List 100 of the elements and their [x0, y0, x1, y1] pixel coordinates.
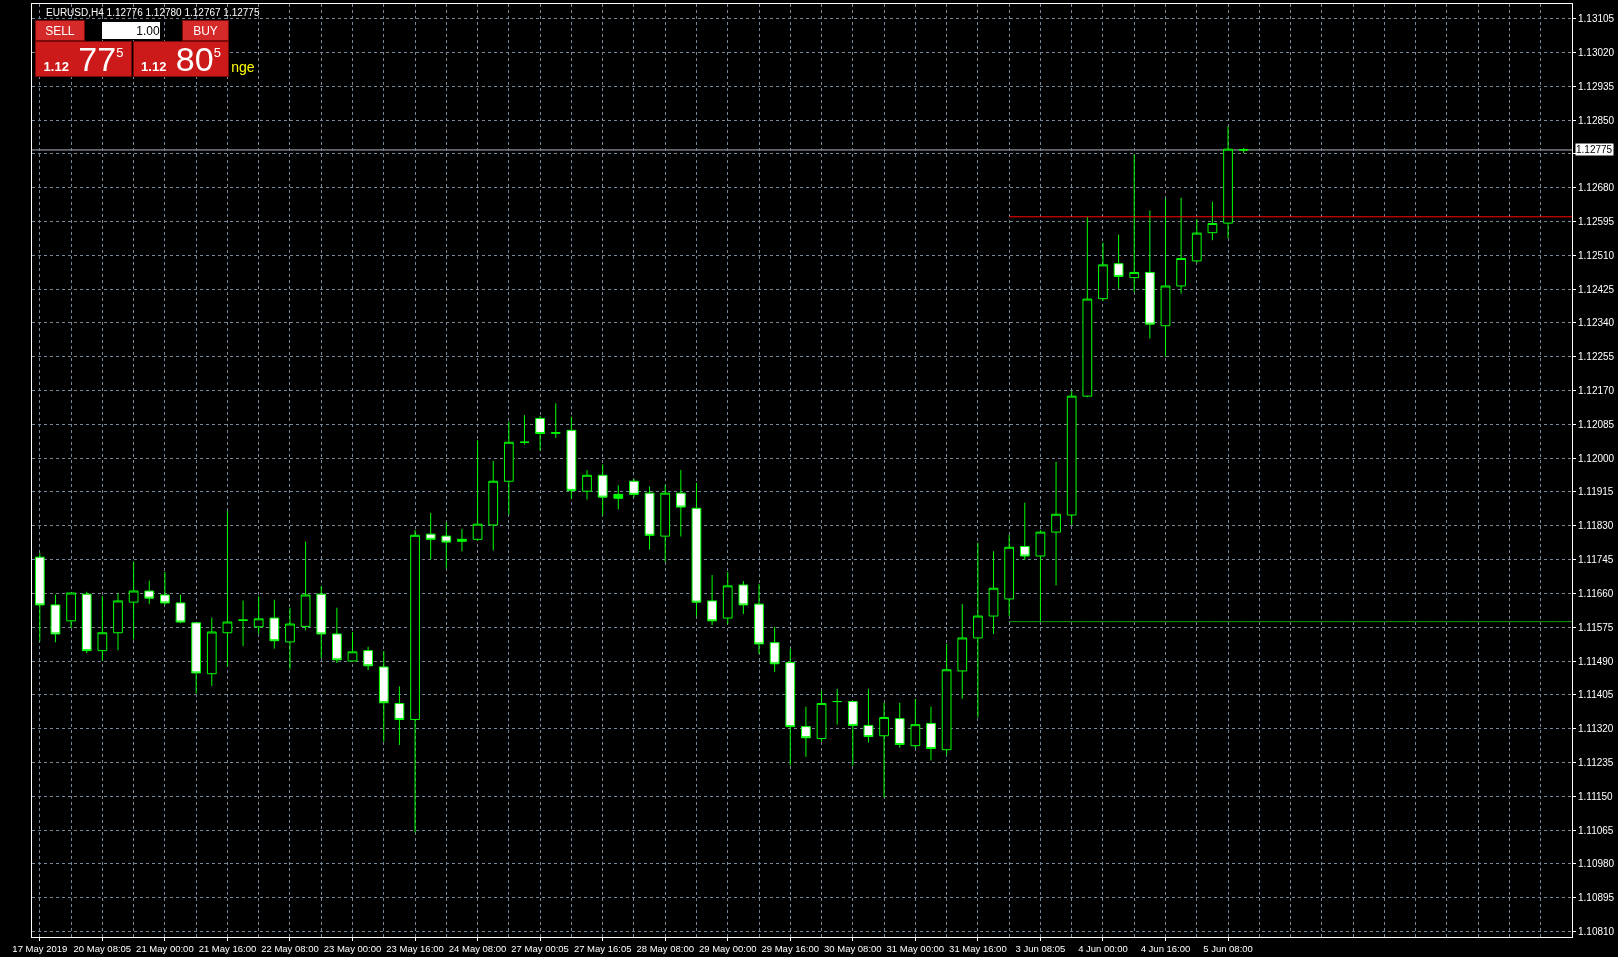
y-tick-label: 1.11575 [1578, 621, 1614, 633]
y-tick-label: 1.12425 [1578, 283, 1615, 295]
y-tick-label: 1.12170 [1578, 385, 1615, 397]
candlestick [613, 484, 624, 510]
candlestick [644, 485, 655, 551]
candlestick [332, 607, 342, 664]
candlestick [81, 591, 92, 654]
candlestick [1207, 201, 1218, 241]
annotation: nge [231, 59, 255, 75]
candlestick [1160, 197, 1171, 358]
candlestick [457, 528, 467, 552]
candlestick [863, 688, 874, 744]
y-tick-label: 1.10810 [1578, 925, 1615, 937]
candlestick [1223, 125, 1233, 239]
y-tick-label: 1.12680 [1578, 182, 1615, 194]
candlestick [988, 550, 999, 635]
x-tick-label: 28 May 08:00 [636, 943, 694, 955]
candlestick [722, 571, 733, 625]
candlestick [285, 607, 295, 670]
candlestick [1191, 218, 1202, 263]
x-tick-label: 22 May 08:00 [261, 943, 319, 955]
candlestick [691, 482, 702, 617]
y-tick-label: 1.12510 [1578, 249, 1615, 261]
x-tick-label: 30 May 08:00 [824, 943, 882, 955]
candlestick [1144, 209, 1155, 339]
x-tick-label: 31 May 00:00 [886, 943, 945, 955]
candlestick [769, 626, 780, 673]
y-tick-label: 1.11490 [1578, 655, 1614, 667]
candlestick [926, 706, 936, 761]
candlestick [253, 595, 264, 635]
candlestick [128, 561, 139, 641]
candlestick [175, 594, 186, 624]
candlestick [113, 592, 123, 651]
candlestick [519, 414, 530, 446]
candlestick [1019, 502, 1030, 561]
y-tick-label: 1.11405 [1578, 689, 1614, 701]
y-tick-label: 1.13020 [1578, 47, 1615, 59]
candlestick [957, 603, 968, 700]
x-tick-label: 27 May 16:05 [573, 943, 632, 955]
candlestick [410, 529, 420, 833]
y-tick-label: 1.11065 [1578, 824, 1614, 836]
candlestick [973, 541, 983, 718]
candlestick [1066, 390, 1077, 526]
candlestick [503, 421, 514, 516]
candlestick [160, 571, 170, 606]
candlestick [785, 648, 796, 767]
y-tick-label: 1.11320 [1578, 723, 1614, 735]
x-tick-label: 4 Jun 00:00 [1078, 943, 1128, 955]
y-tick-label: 1.11745 [1578, 554, 1614, 566]
annotation: SELL [45, 23, 75, 38]
candlestick [801, 706, 811, 758]
candlestick [910, 698, 921, 749]
candlestick [816, 690, 827, 743]
y-tick-label: 1.11235 [1578, 756, 1614, 768]
candlestick [582, 469, 592, 501]
candlestick [269, 599, 280, 650]
x-tick-label: 24 May 08:00 [448, 943, 507, 955]
candlestick [425, 512, 436, 560]
x-tick-label: 21 May 16:00 [198, 943, 257, 955]
candlestick [206, 617, 217, 687]
candlestick [566, 416, 577, 500]
candlestick [597, 464, 608, 516]
annotation: 1.00 [136, 23, 160, 38]
candlestick [1098, 242, 1108, 302]
y-tick-label: 1.12340 [1578, 317, 1615, 329]
candlestick [1082, 216, 1093, 398]
y-tick-label: 1.13105 [1578, 13, 1615, 25]
x-tick-label: 23 May 00:00 [323, 943, 382, 955]
candlestick [347, 631, 358, 662]
chart-title: EURUSD,H4 1.12776 1.12780 1.12767 1.12775 [46, 6, 260, 18]
candlestick [363, 646, 374, 671]
candlestick [1113, 234, 1124, 290]
candlestick [97, 595, 108, 662]
y-tick-label: 1.12935 [1578, 80, 1615, 92]
candlestick [1004, 534, 1015, 617]
annotation: BUY [193, 23, 218, 38]
candlestick [66, 592, 76, 629]
y-tick-label: 1.12850 [1578, 114, 1615, 126]
x-tick-label: 21 May 00:00 [136, 943, 194, 955]
candlestick [238, 600, 248, 647]
candlestick [660, 484, 671, 563]
y-tick-label: 1.10980 [1578, 858, 1615, 870]
candlestick [1176, 197, 1187, 295]
x-tick-label: 29 May 00:00 [698, 943, 757, 955]
annotation: 1.12 77$^{5}$ [43, 40, 124, 78]
candlestick [394, 685, 405, 746]
candlestick [378, 650, 389, 743]
y-tick-label: 1.10895 [1578, 892, 1615, 904]
candlestick [1051, 461, 1061, 586]
y-tick-label: 1.12000 [1578, 452, 1615, 464]
y-tick-label: 1.11660 [1578, 587, 1614, 599]
candlestick [707, 574, 717, 626]
candlestick [894, 702, 905, 749]
candlestick [629, 478, 639, 498]
candlestick [847, 701, 858, 767]
x-tick-label: 4 Jun 16:00 [1140, 943, 1191, 955]
candlestick [300, 541, 311, 631]
candlestick [316, 585, 327, 659]
candlestick [34, 552, 45, 642]
candlestick [738, 580, 749, 615]
